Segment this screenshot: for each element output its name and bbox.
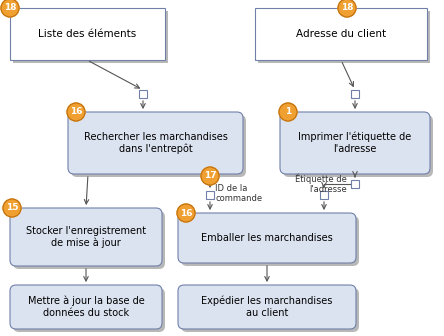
Text: Étiquette de
l'adresse: Étiquette de l'adresse [295,174,347,195]
Text: Stocker l'enregistrement
de mise à jour: Stocker l'enregistrement de mise à jour [26,226,146,248]
Text: 18: 18 [341,3,353,12]
FancyBboxPatch shape [181,216,359,266]
Circle shape [201,167,219,185]
Text: 16: 16 [70,108,82,117]
Text: Rechercher les marchandises
dans l'entrepôt: Rechercher les marchandises dans l'entre… [83,132,227,154]
Circle shape [3,199,21,217]
Bar [10,8,165,60]
Bar [258,11,430,63]
FancyBboxPatch shape [178,213,356,263]
FancyBboxPatch shape [181,288,359,332]
Text: 16: 16 [180,209,192,217]
FancyBboxPatch shape [10,208,162,266]
Text: 17: 17 [204,171,216,180]
FancyBboxPatch shape [71,115,246,177]
FancyBboxPatch shape [10,285,162,329]
Circle shape [279,103,297,121]
Text: Expédier les marchandises
au client: Expédier les marchandises au client [201,296,333,318]
Text: Imprimer l'étiquette de
l'adresse: Imprimer l'étiquette de l'adresse [298,132,412,154]
Circle shape [1,0,19,17]
FancyBboxPatch shape [13,288,165,332]
Text: 18: 18 [4,3,16,12]
Bar [13,11,168,63]
Bar [206,191,214,199]
Bar [255,8,427,60]
FancyBboxPatch shape [13,211,165,269]
Circle shape [177,204,195,222]
Circle shape [338,0,356,17]
Text: Liste des éléments: Liste des éléments [38,29,137,39]
Text: Adresse du client: Adresse du client [296,29,386,39]
Text: 1: 1 [285,108,291,117]
Bar [351,180,359,188]
Bar [139,90,147,98]
FancyBboxPatch shape [283,115,433,177]
Text: 15: 15 [6,204,18,212]
Bar [351,90,359,98]
Text: Mettre à jour la base de
données du stock: Mettre à jour la base de données du stoc… [28,296,144,318]
Text: ID de la
commande: ID de la commande [215,184,262,203]
FancyBboxPatch shape [68,112,243,174]
Circle shape [67,103,85,121]
Text: Emballer les marchandises: Emballer les marchandises [201,233,333,243]
FancyBboxPatch shape [280,112,430,174]
Bar [320,191,328,199]
FancyBboxPatch shape [178,285,356,329]
